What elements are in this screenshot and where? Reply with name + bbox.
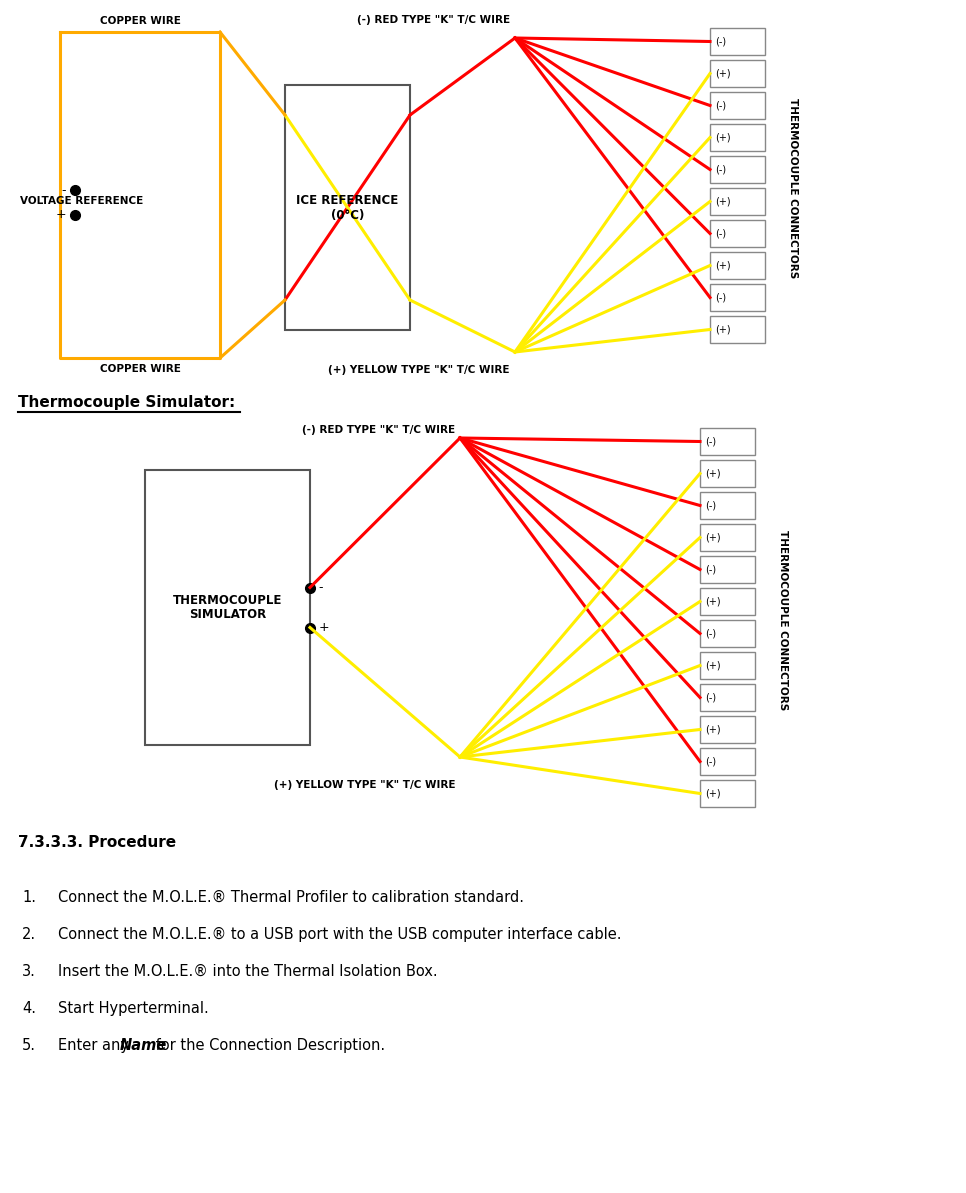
Text: (+): (+) <box>705 469 721 478</box>
Bar <box>710 27 765 55</box>
Text: 7.3.3.3. Procedure: 7.3.3.3. Procedure <box>18 835 176 849</box>
Text: (-) RED TYPE "K" T/C WIRE: (-) RED TYPE "K" T/C WIRE <box>356 16 510 25</box>
Bar <box>700 653 755 679</box>
Bar <box>710 124 765 152</box>
Bar <box>710 316 765 344</box>
Text: (+) YELLOW TYPE "K" T/C WIRE: (+) YELLOW TYPE "K" T/C WIRE <box>273 780 455 790</box>
Text: (+): (+) <box>715 132 730 142</box>
Bar <box>700 780 755 806</box>
Bar <box>285 85 410 330</box>
Text: (+): (+) <box>705 724 721 735</box>
Text: for the Connection Description.: for the Connection Description. <box>151 1038 384 1053</box>
Text: (-): (-) <box>705 756 716 766</box>
Text: (-): (-) <box>715 100 726 111</box>
Text: (+): (+) <box>715 324 730 334</box>
Text: (+): (+) <box>705 661 721 670</box>
Bar <box>700 620 755 647</box>
Text: 2.: 2. <box>22 927 36 942</box>
Text: (-): (-) <box>715 229 726 239</box>
Text: THERMOCOUPLE
SIMULATOR: THERMOCOUPLE SIMULATOR <box>173 593 282 622</box>
Text: (+): (+) <box>705 596 721 606</box>
Text: (-): (-) <box>715 37 726 47</box>
Text: +: + <box>315 622 329 633</box>
Text: THERMOCOUPLE CONNECTORS: THERMOCOUPLE CONNECTORS <box>778 530 788 710</box>
Bar <box>700 588 755 616</box>
Text: (+): (+) <box>715 68 730 79</box>
Text: (+): (+) <box>715 260 730 271</box>
Text: (+): (+) <box>705 532 721 543</box>
Text: Thermocouple Simulator:: Thermocouple Simulator: <box>18 395 236 410</box>
Bar <box>710 284 765 311</box>
Bar <box>700 716 755 743</box>
Text: Connect the M.O.L.E.® Thermal Profiler to calibration standard.: Connect the M.O.L.E.® Thermal Profiler t… <box>58 890 524 905</box>
Text: (-): (-) <box>705 629 716 638</box>
Bar <box>700 684 755 711</box>
Text: 4.: 4. <box>22 1001 36 1016</box>
Text: (+): (+) <box>705 789 721 798</box>
Text: 1.: 1. <box>22 890 36 905</box>
Text: -: - <box>63 184 71 197</box>
Text: +: + <box>56 209 71 222</box>
Bar <box>700 524 755 551</box>
Text: -: - <box>315 581 324 594</box>
Bar <box>700 492 755 519</box>
Text: Start Hyperterminal.: Start Hyperterminal. <box>58 1001 209 1016</box>
Bar <box>710 220 765 247</box>
Bar <box>710 92 765 119</box>
Text: THERMOCOUPLE CONNECTORS: THERMOCOUPLE CONNECTORS <box>788 98 798 278</box>
Text: (-): (-) <box>705 692 716 703</box>
Text: (+) YELLOW TYPE "K" T/C WIRE: (+) YELLOW TYPE "K" T/C WIRE <box>328 365 510 375</box>
Text: COPPER WIRE: COPPER WIRE <box>99 364 181 373</box>
Text: (-): (-) <box>705 564 716 575</box>
Bar <box>145 470 310 744</box>
Text: COPPER WIRE: COPPER WIRE <box>99 16 181 26</box>
Text: 5.: 5. <box>22 1038 36 1053</box>
Bar <box>700 556 755 583</box>
Text: Insert the M.O.L.E.® into the Thermal Isolation Box.: Insert the M.O.L.E.® into the Thermal Is… <box>58 964 438 979</box>
Bar <box>700 460 755 487</box>
Text: Enter any: Enter any <box>58 1038 133 1053</box>
Bar <box>710 60 765 87</box>
Text: Name: Name <box>120 1038 167 1053</box>
Bar <box>700 428 755 455</box>
Bar <box>710 188 765 215</box>
Text: (-): (-) <box>705 501 716 511</box>
Text: (-): (-) <box>715 165 726 174</box>
Text: (-): (-) <box>715 292 726 303</box>
Bar <box>710 156 765 183</box>
Text: Connect the M.O.L.E.® to a USB port with the USB computer interface cable.: Connect the M.O.L.E.® to a USB port with… <box>58 927 621 942</box>
Bar <box>700 748 755 775</box>
Bar <box>710 252 765 279</box>
Text: (+): (+) <box>715 197 730 206</box>
Text: (-) RED TYPE "K" T/C WIRE: (-) RED TYPE "K" T/C WIRE <box>301 425 455 435</box>
Text: (-): (-) <box>705 437 716 446</box>
Text: ICE REFERENCE
(0°C): ICE REFERENCE (0°C) <box>297 193 399 222</box>
Text: 3.: 3. <box>22 964 36 979</box>
Text: VOLTAGE REFERENCE: VOLTAGE REFERENCE <box>20 196 143 206</box>
